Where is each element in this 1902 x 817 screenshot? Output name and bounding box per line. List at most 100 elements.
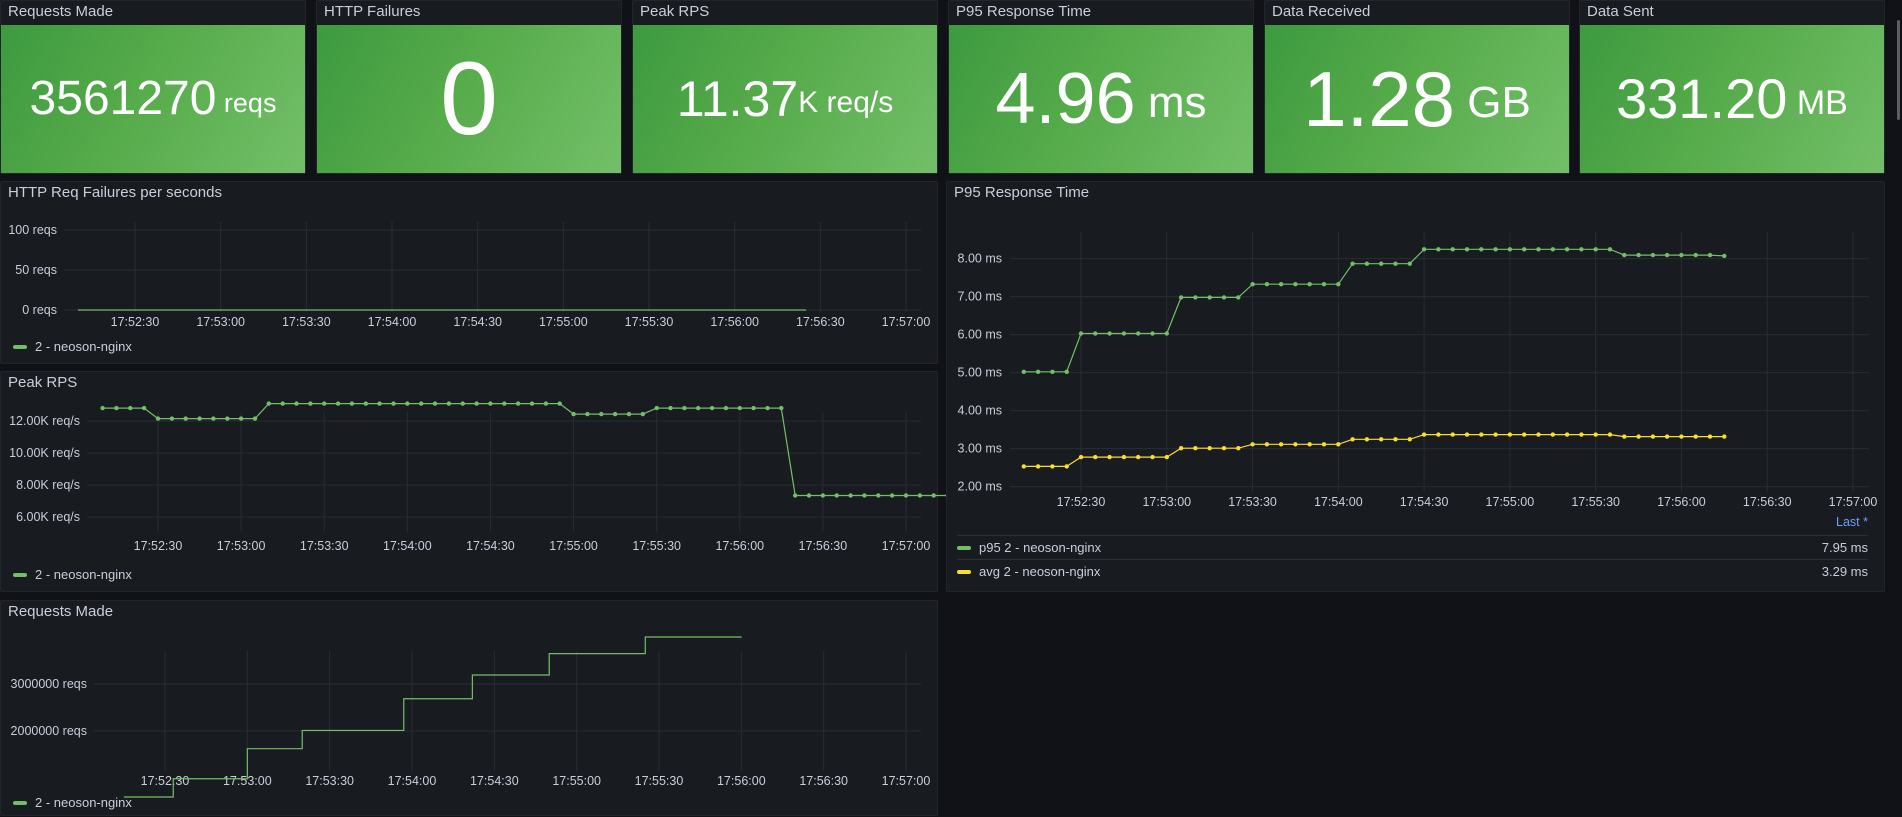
scrollbar-thumb[interactable] <box>1897 20 1900 120</box>
data-point <box>820 493 826 498</box>
stat-panel-peak-rps[interactable]: Peak RPS 11.37 K req/s <box>632 0 938 174</box>
data-point <box>1650 434 1656 439</box>
data-point <box>1522 247 1527 252</box>
data-point <box>1450 247 1455 252</box>
legend-swatch <box>13 800 27 805</box>
stat-panel-data-sent[interactable]: Data Sent 331.20 MB <box>1579 0 1885 174</box>
p95-chart: 2.00 ms 3.00 ms 4.00 ms 5.00 ms 6.00 ms 7.00 … <box>958 232 1877 509</box>
data-point <box>446 401 452 406</box>
stat-value: 1.28 <box>1303 55 1455 143</box>
legend-label: 2 - neoson-nginx <box>35 339 132 354</box>
data-point <box>682 405 687 411</box>
data-point <box>460 401 465 406</box>
data-point <box>1693 252 1698 258</box>
data-point <box>1150 454 1155 460</box>
stat-value-area: 0 <box>317 25 621 173</box>
stat-title: P95 Response Time <box>956 3 1092 20</box>
rps-legend[interactable]: 2 - neoson-nginx <box>13 567 132 582</box>
data-point <box>1278 442 1284 447</box>
data-point <box>1421 432 1427 437</box>
data-point <box>363 401 368 406</box>
legend-swatch <box>957 545 971 550</box>
x-tick-label: 17:55:00 <box>549 539 598 553</box>
data-point <box>917 493 923 498</box>
y-tick-label: 8.00K req/s <box>16 478 80 492</box>
stat-panel-p95-response-time[interactable]: P95 Response Time 4.96 ms <box>948 0 1254 174</box>
legend-row-avg[interactable]: avg 2 - neoson-nginx 3.29 ms <box>957 559 1868 583</box>
data-point <box>1664 252 1670 258</box>
stat-panel-requests-made[interactable]: Requests Made 3561270 reqs <box>0 0 306 174</box>
x-tick-label: 17:54:00 <box>368 315 417 329</box>
legend-row-p95[interactable]: p95 2 - neoson-nginx 7.95 ms <box>957 535 1868 559</box>
data-point <box>1622 434 1627 439</box>
data-point <box>1379 261 1384 266</box>
x-tick-label: 17:56:30 <box>799 774 848 788</box>
data-point <box>1236 446 1241 451</box>
data-point <box>1450 432 1455 437</box>
data-point <box>1622 252 1627 258</box>
data-point <box>1550 432 1555 437</box>
data-point <box>626 411 632 417</box>
failures-panel[interactable]: HTTP Req Failures per seconds 0 reqs 50 r… <box>0 181 938 364</box>
data-point <box>100 405 105 411</box>
data-point <box>806 493 812 498</box>
p95-panel[interactable]: P95 Response Time 2.00 ms 3.00 ms 4.00 ms 5… <box>946 181 1885 592</box>
x-tick-label: 17:52:30 <box>1057 495 1106 509</box>
x-tick-label: 17:53:30 <box>282 315 331 329</box>
legend-last-sort-link[interactable]: Last * <box>1836 515 1868 529</box>
data-point <box>1250 282 1255 287</box>
stat-panel-http-failures[interactable]: HTTP Failures 0 <box>316 0 622 174</box>
requests-chart: 2000000 reqs 3000000 reqs 17:52:30 17:53:00… <box>11 636 930 798</box>
data-point <box>1078 331 1084 336</box>
requests-panel[interactable]: Requests Made 2000000 reqs 3000000 reqs 17… <box>0 600 938 816</box>
data-point <box>1021 369 1026 374</box>
stat-value-area: 4.96 ms <box>949 25 1253 173</box>
data-point <box>515 401 521 406</box>
stat-value: 331.20 <box>1616 67 1788 130</box>
data-point <box>1207 295 1212 300</box>
requests-legend[interactable]: 2 - neoson-nginx <box>13 795 132 810</box>
data-point <box>1136 331 1141 336</box>
rps-panel[interactable]: Peak RPS 6.00K req/s 8.00K req/s 10.00K re… <box>0 371 1117 592</box>
data-point <box>1035 464 1041 469</box>
stat-unit: K req/s <box>798 86 894 119</box>
data-point <box>1464 432 1470 437</box>
data-point <box>903 493 909 498</box>
data-point <box>1507 247 1513 252</box>
data-point <box>1564 432 1570 437</box>
x-tick-label: 17:54:00 <box>1314 495 1363 509</box>
data-point <box>294 401 299 406</box>
failures-legend[interactable]: 2 - neoson-nginx <box>13 339 132 354</box>
data-point <box>723 405 729 411</box>
x-tick-label: 17:55:00 <box>1486 495 1535 509</box>
series-line <box>102 403 1114 497</box>
x-tick-label: 17:55:30 <box>1571 495 1620 509</box>
data-point <box>709 405 715 411</box>
x-tick-label: 17:53:00 <box>1142 495 1191 509</box>
data-point <box>183 416 188 421</box>
p95-panel-title: P95 Response Time <box>954 184 1090 201</box>
data-point <box>1493 247 1498 252</box>
data-point <box>654 405 659 411</box>
stat-value-area: 11.37 K req/s <box>633 25 937 173</box>
data-point <box>1264 282 1270 287</box>
y-tick-label: 50 reqs <box>15 263 57 277</box>
data-point <box>889 493 895 498</box>
y-tick-label: 5.00 ms <box>958 366 1002 380</box>
data-point <box>599 411 604 417</box>
data-point <box>1164 454 1169 460</box>
data-point <box>1021 464 1026 469</box>
data-point <box>1193 295 1198 300</box>
stat-title: Peak RPS <box>640 3 710 20</box>
x-tick-label: 17:52:30 <box>134 539 183 553</box>
y-tick-label: 6.00 ms <box>958 328 1002 342</box>
data-point <box>225 416 230 421</box>
stat-panel-data-received[interactable]: Data Received 1.28 GB <box>1264 0 1570 174</box>
data-point <box>1364 437 1370 442</box>
data-point <box>1593 432 1598 437</box>
data-point <box>1707 434 1713 439</box>
data-point <box>1307 282 1312 287</box>
data-point <box>405 401 410 406</box>
stat-unit: ms <box>1135 78 1207 127</box>
y-tick-label: 4.00 ms <box>958 404 1002 418</box>
